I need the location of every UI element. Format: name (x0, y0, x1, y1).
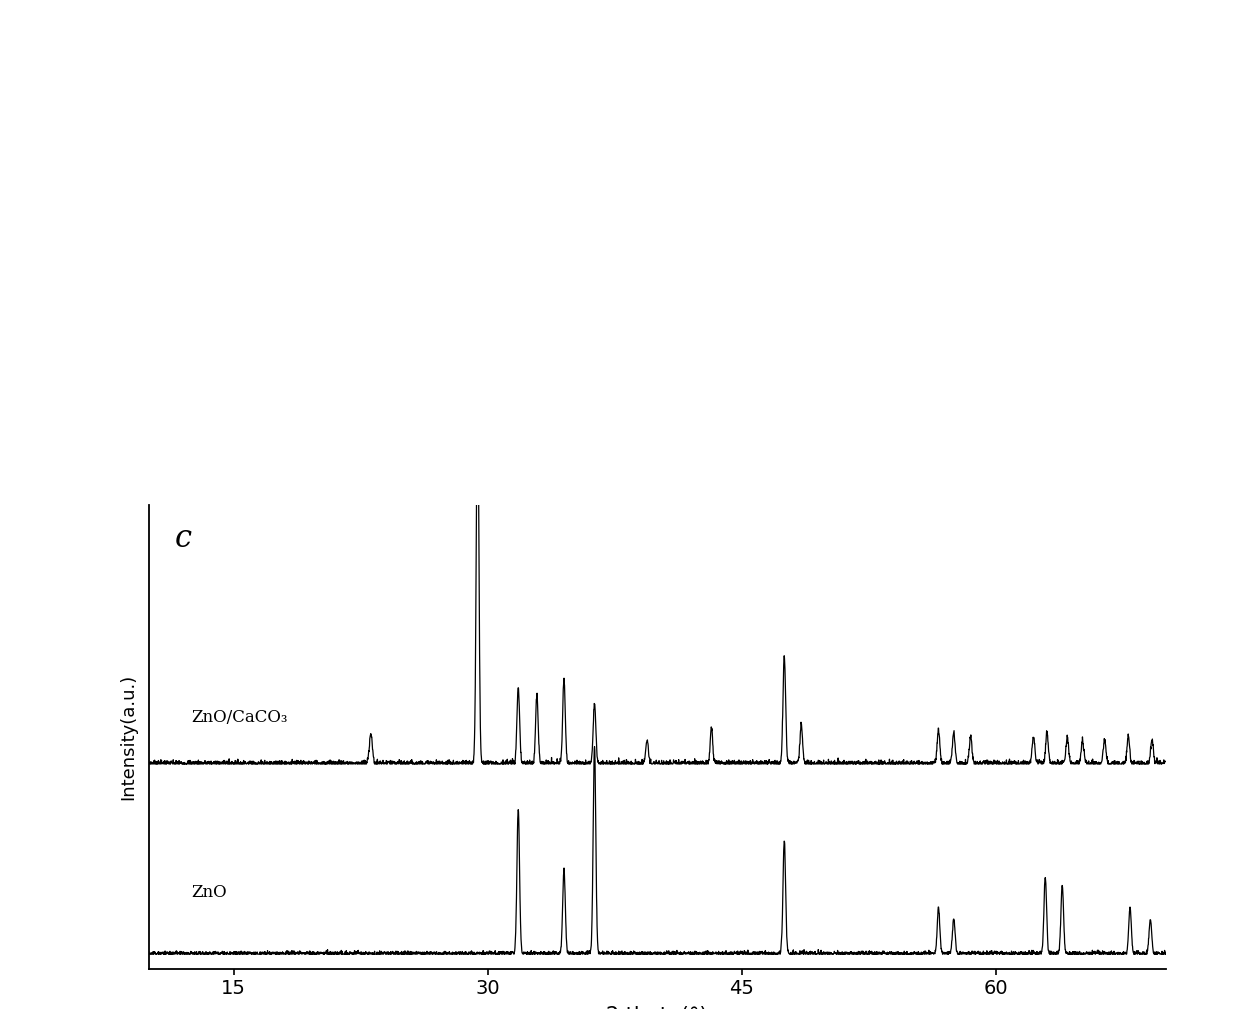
Text: SEM HV: 20.0 kV    WD: 13.34 mm                          VEGA3 TESCAN: SEM HV: 20.0 kV WD: 13.34 mm VEGA3 TESCA… (12, 432, 185, 437)
Polygon shape (63, 120, 82, 134)
Polygon shape (52, 158, 76, 171)
X-axis label: 2-theta(°): 2-theta(°) (606, 1006, 708, 1009)
Text: Performance in Phasis Inc.: Performance in Phasis Inc. (186, 463, 250, 468)
Polygon shape (392, 249, 430, 270)
Polygon shape (358, 227, 423, 269)
Text: ZnO/CaCO₃: ZnO/CaCO₃ (191, 709, 288, 726)
Polygon shape (491, 103, 536, 128)
Polygon shape (427, 86, 461, 103)
Polygon shape (42, 184, 60, 193)
Polygon shape (346, 272, 391, 297)
Text: SEM MAG: 55.2 kx    Det: SE     1 µm: SEM MAG: 55.2 kx Det: SE 1 µm (12, 448, 108, 453)
Text: c: c (174, 523, 191, 554)
Polygon shape (312, 212, 368, 247)
Polygon shape (501, 49, 609, 117)
Polygon shape (267, 200, 293, 222)
Y-axis label: Intensity(a.u.): Intensity(a.u.) (120, 673, 138, 800)
Polygon shape (296, 172, 319, 188)
Text: ZnO: ZnO (191, 884, 227, 901)
Polygon shape (458, 35, 512, 62)
Polygon shape (391, 285, 418, 303)
Polygon shape (311, 257, 332, 270)
Polygon shape (413, 290, 463, 323)
Polygon shape (377, 312, 405, 333)
